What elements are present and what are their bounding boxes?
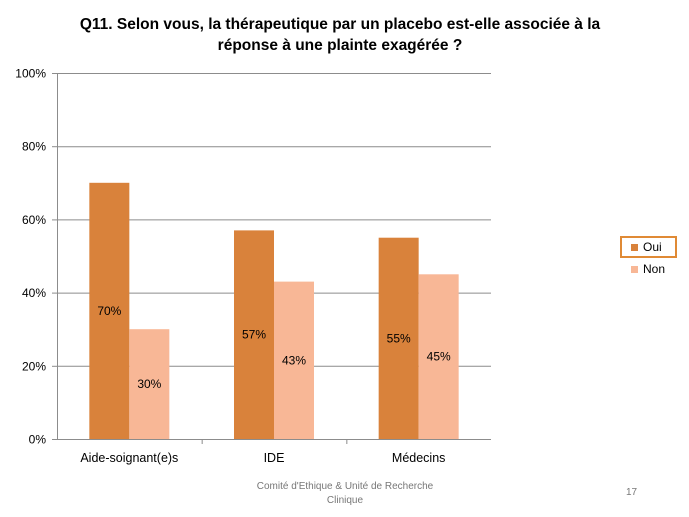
- y-tick-label: 0%: [29, 433, 47, 447]
- data-label: 30%: [137, 377, 161, 391]
- y-tick-label: 60%: [22, 213, 46, 227]
- legend-item-non[interactable]: Non: [621, 259, 676, 279]
- page-number: 17: [626, 487, 638, 498]
- bar-non-0: [129, 329, 170, 439]
- footer-line-2: Clinique: [326, 495, 364, 506]
- legend-swatch-oui: [631, 243, 638, 251]
- x-tick-label: Médecins: [392, 451, 446, 465]
- legend: Oui Non: [620, 236, 677, 285]
- y-tick-label: 20%: [22, 359, 46, 373]
- footer-line-1: Comité d'Ethique & Unité de Recherche: [256, 481, 434, 492]
- y-tick-label: 100%: [15, 67, 46, 81]
- bar-oui-1: [234, 230, 274, 439]
- legend-label-non: Non: [643, 262, 666, 276]
- data-label: 55%: [387, 331, 411, 345]
- legend-swatch-non: [631, 265, 638, 273]
- y-tick-label: 80%: [22, 140, 46, 154]
- legend-item-oui[interactable]: Oui: [620, 236, 677, 258]
- bar-oui-0: [89, 182, 130, 440]
- chart-title: Q11. Selon vous, la thérapeutique par un…: [79, 16, 601, 54]
- bar-non-1: [274, 281, 314, 439]
- data-label: 70%: [97, 304, 121, 318]
- x-tick-label: IDE: [264, 451, 285, 465]
- x-tick-label: Aide-soignant(e)s: [80, 451, 178, 465]
- y-tick-label: 40%: [22, 286, 46, 300]
- footer-organization: Comité d'Ethique & Unité de Recherche Cl…: [240, 480, 450, 508]
- data-label: 43%: [282, 353, 306, 367]
- data-label: 57%: [242, 328, 266, 342]
- data-label: 45%: [427, 350, 451, 364]
- legend-label-oui: Oui: [643, 240, 662, 254]
- bar-non-2: [418, 274, 459, 439]
- bar-oui-2: [378, 237, 419, 439]
